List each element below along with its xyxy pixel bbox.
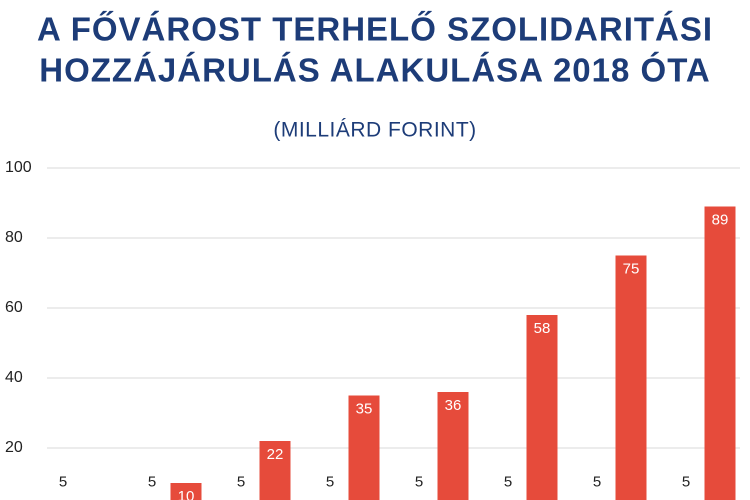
value-label: 58 bbox=[534, 320, 551, 337]
chart-subtitle: (MILLIÁRD FORINT) bbox=[273, 119, 476, 142]
value-label: 35 bbox=[356, 400, 373, 417]
value-label: 5 bbox=[148, 473, 156, 490]
bar bbox=[348, 395, 380, 500]
value-label: 5 bbox=[237, 473, 245, 490]
value-label: 22 bbox=[267, 446, 284, 463]
chart-title: A FŐVÁROST TERHELŐ SZOLIDARITÁSI bbox=[37, 11, 713, 48]
bar bbox=[704, 206, 736, 500]
y-tick-label: 40 bbox=[5, 369, 23, 386]
chart-title: HOZZÁJÁRULÁS ALAKULÁSA 2018 ÓTA bbox=[39, 52, 711, 89]
value-label: 5 bbox=[593, 473, 601, 490]
value-label: 36 bbox=[445, 397, 462, 414]
y-tick-label: 60 bbox=[5, 299, 23, 316]
value-label: 5 bbox=[415, 473, 423, 490]
y-tick-label: 20 bbox=[5, 439, 23, 456]
y-tick-label: 100 bbox=[5, 159, 32, 176]
bar bbox=[615, 255, 647, 500]
value-label: 10 bbox=[178, 488, 195, 500]
value-label: 5 bbox=[682, 473, 690, 490]
value-label: 89 bbox=[712, 211, 729, 228]
bar bbox=[259, 441, 291, 500]
value-label: 5 bbox=[326, 473, 334, 490]
bar bbox=[170, 483, 202, 500]
value-label: 75 bbox=[623, 260, 640, 277]
y-tick-label: 80 bbox=[5, 229, 23, 246]
bar bbox=[437, 392, 469, 500]
value-label: 5 bbox=[59, 473, 67, 490]
value-label: 5 bbox=[504, 473, 512, 490]
bar bbox=[526, 315, 558, 500]
